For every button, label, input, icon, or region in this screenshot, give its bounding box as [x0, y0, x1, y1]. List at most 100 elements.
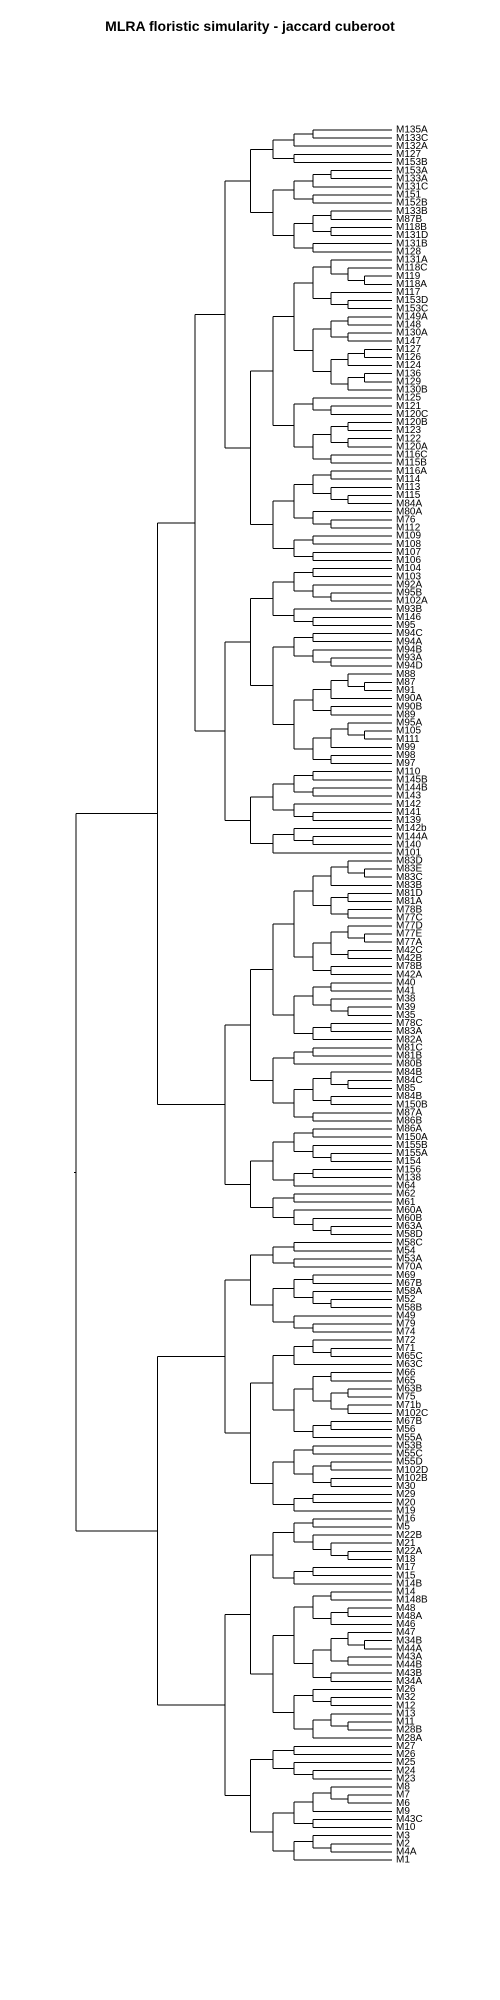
leaf-label: M55A: [396, 1432, 422, 1443]
leaf-label: M18: [396, 1554, 416, 1565]
leaf-label: M87A: [396, 1107, 422, 1118]
leaf-label: M10: [396, 1822, 416, 1833]
leaf-label: M85: [396, 1083, 416, 1094]
leaf-label: M83E: [396, 864, 422, 875]
leaf-label: M78C: [396, 1018, 423, 1029]
leaf-label: M154: [396, 1156, 421, 1167]
leaf-label: M131C: [396, 181, 428, 192]
leaf-label: M116A: [396, 466, 427, 477]
leaf-label: M15: [396, 1570, 416, 1581]
leaf-label: M86B: [396, 1116, 422, 1127]
leaf-label: M109: [396, 531, 421, 542]
leaf-label: M102C: [396, 1408, 428, 1419]
leaf-label: M128: [396, 246, 421, 257]
leaf-label: M83C: [396, 872, 423, 883]
leaf-label: M61: [396, 1197, 416, 1208]
leaf-label: M80B: [396, 1059, 422, 1070]
leaf-label: M28B: [396, 1725, 422, 1736]
leaf-label: M94C: [396, 628, 423, 639]
leaf-label: M26: [396, 1684, 416, 1695]
leaf-label: M115B: [396, 458, 427, 469]
leaf-label: M78B: [396, 904, 422, 915]
leaf-label: M58D: [396, 1229, 423, 1240]
leaf-label: M127: [396, 344, 421, 355]
leaf-label: M99: [396, 742, 416, 753]
leaf-label: M54: [396, 1245, 416, 1256]
leaf-label: M77A: [396, 937, 422, 948]
leaf-label: M133C: [396, 133, 428, 144]
leaf-label: M74: [396, 1327, 416, 1338]
leaf-label: M81D: [396, 888, 423, 899]
leaf-label: M153C: [396, 303, 428, 314]
leaf-label: M56: [396, 1424, 416, 1435]
leaf-label: M17: [396, 1562, 416, 1573]
leaf-label: M3: [396, 1830, 410, 1841]
leaf-label: M142b: [396, 823, 427, 834]
leaf-label: M44B: [396, 1660, 422, 1671]
leaf-label: M131D: [396, 230, 428, 241]
leaf-label: M79: [396, 1319, 416, 1330]
leaf-label: M105: [396, 726, 421, 737]
leaf-label: M60A: [396, 1205, 422, 1216]
leaf-label: M77C: [396, 912, 423, 923]
leaf-label: M65C: [396, 1351, 423, 1362]
leaf-label: M150B: [396, 1099, 428, 1110]
leaf-label: M114: [396, 474, 421, 485]
leaf-label: M148B: [396, 1595, 428, 1606]
leaf-label: M98: [396, 750, 416, 761]
leaf-label: M67B: [396, 1278, 422, 1289]
leaf-label: M153D: [396, 295, 428, 306]
leaf-label: M95: [396, 620, 416, 631]
leaf-label: M11: [396, 1717, 415, 1728]
leaf-label: M20: [396, 1497, 416, 1508]
leaf-label: M113: [396, 482, 421, 493]
leaf-label: M124: [396, 360, 421, 371]
leaf-label: M111: [396, 734, 420, 745]
leaf-label: M102A: [396, 596, 428, 607]
leaf-label: M125: [396, 393, 421, 404]
leaf-label: M142: [396, 799, 421, 810]
leaf-label: M120B: [396, 417, 428, 428]
leaf-label: M145B: [396, 774, 428, 785]
leaf-label: M12: [396, 1700, 416, 1711]
leaf-label: M2: [396, 1838, 410, 1849]
leaf-label: M40: [396, 977, 416, 988]
leaf-label: M1: [396, 1855, 410, 1866]
leaf-label: M81A: [396, 896, 422, 907]
leaf-label: M115: [396, 490, 421, 501]
leaf-label: M53A: [396, 1254, 422, 1265]
leaf-label: M153A: [396, 165, 428, 176]
leaf-label: M46: [396, 1619, 416, 1630]
leaf-label: M42B: [396, 953, 422, 964]
leaf-label: M14B: [396, 1578, 422, 1589]
leaf-label: M93B: [396, 604, 422, 615]
leaf-label: M102D: [396, 1465, 428, 1476]
leaf-label: M39: [396, 1002, 416, 1013]
leaf-label: M75: [396, 1392, 416, 1403]
leaf-label: M156: [396, 1164, 421, 1175]
leaf-label: M83D: [396, 856, 423, 867]
leaf-label: M138: [396, 1172, 421, 1183]
leaf-label: M21: [396, 1538, 416, 1549]
leaf-label: M24: [396, 1765, 416, 1776]
leaf-label: M131A: [396, 255, 428, 266]
leaf-label: M84B: [396, 1091, 422, 1102]
leaf-label: M118C: [396, 263, 428, 274]
leaf-label: M92A: [396, 579, 422, 590]
leaf-label: M120C: [396, 409, 428, 420]
leaf-label: M26: [396, 1749, 416, 1760]
leaf-label: M34B: [396, 1635, 422, 1646]
leaf-label: M87B: [396, 214, 422, 225]
leaf-label: M30: [396, 1481, 416, 1492]
leaf-label: M35: [396, 1010, 416, 1021]
leaf-label: M147: [396, 336, 421, 347]
leaf-label: M152B: [396, 198, 428, 209]
leaf-label: M94B: [396, 644, 422, 655]
leaf-label: M38: [396, 994, 416, 1005]
leaf-label: M95B: [396, 588, 422, 599]
leaf-label: M151: [396, 190, 421, 201]
leaf-label: M63B: [396, 1384, 422, 1395]
leaf-label: M144B: [396, 783, 428, 794]
leaf-label: M148: [396, 320, 421, 331]
leaf-label: M65: [396, 1375, 416, 1386]
